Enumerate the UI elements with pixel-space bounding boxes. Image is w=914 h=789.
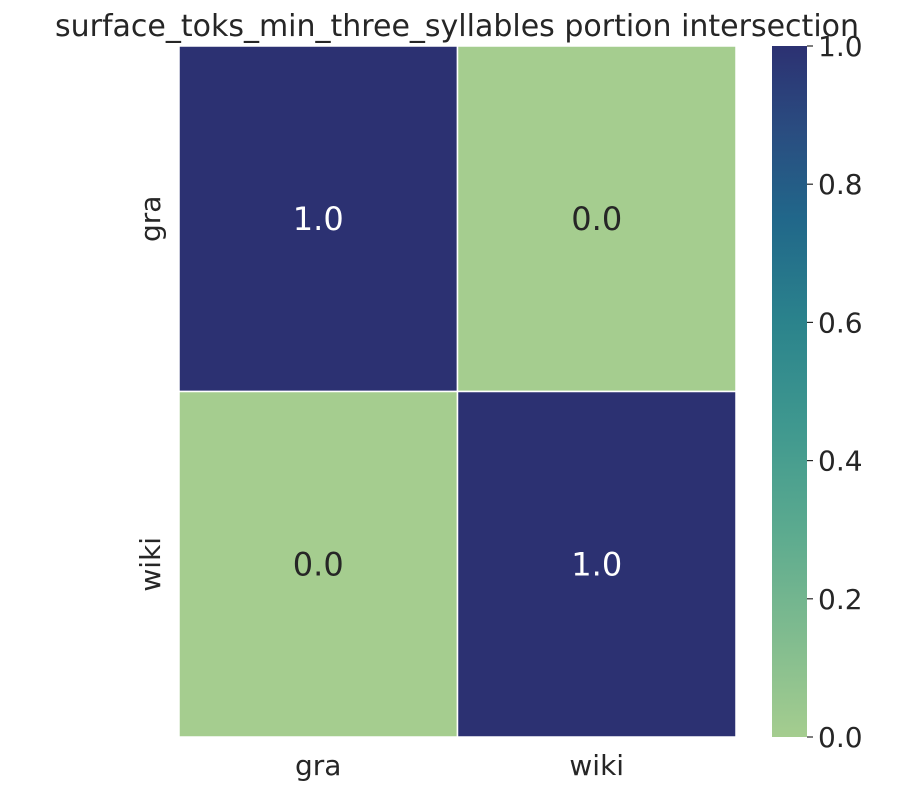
cell-value-label: 0.0 [571, 200, 622, 238]
chart-title: surface_toks_min_three_syllables portion… [55, 9, 859, 44]
colorbar [772, 46, 807, 737]
cell-value-label: 1.0 [293, 200, 344, 238]
x-tick-label: gra [295, 749, 341, 782]
y-tick-label: wiki [134, 537, 167, 592]
x-axis-tick-labels: gra wiki [295, 749, 624, 782]
cell-value-label: 1.0 [571, 545, 622, 583]
heatmap-cell [178, 390, 459, 738]
colorbar-tick-label: 0.6 [818, 306, 863, 339]
colorbar-tick-label: 0.0 [818, 721, 863, 754]
colorbar-ticks: 0.0 0.2 0.4 0.6 0.8 1.0 [807, 30, 863, 754]
colorbar-tick-label: 0.2 [818, 583, 863, 616]
heatmap-cells [178, 45, 737, 738]
colorbar-tick-label: 0.8 [818, 168, 863, 201]
heatmap-cell [456, 45, 737, 393]
heatmap-cell [456, 390, 737, 738]
heatmap-cell-labels: 1.0 0.0 0.0 1.0 [293, 200, 622, 584]
cell-value-label: 0.0 [293, 545, 344, 583]
colorbar-tick-label: 0.4 [818, 445, 863, 478]
x-tick-label: wiki [569, 749, 624, 782]
y-tick-label: gra [134, 196, 167, 242]
colorbar-tick-label: 1.0 [818, 30, 863, 63]
y-axis-tick-labels: gra wiki [134, 196, 167, 592]
heatmap-cell [178, 45, 459, 393]
